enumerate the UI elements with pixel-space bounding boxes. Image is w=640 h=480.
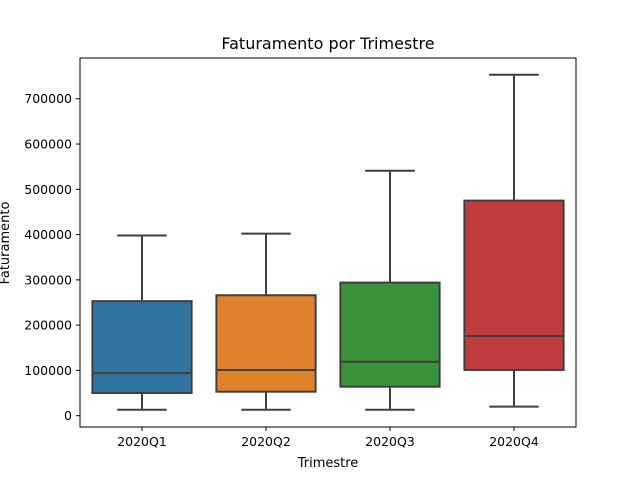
y-tick-label: 400000 — [24, 227, 72, 242]
y-axis-label: Faturamento — [0, 202, 13, 285]
y-tick-label: 200000 — [24, 318, 72, 333]
x-tick-label: 2020Q3 — [365, 434, 415, 449]
x-axis-label: Trimestre — [297, 456, 359, 471]
boxes-layer — [91, 73, 565, 411]
iqr-box — [339, 281, 441, 388]
x-axis: 2020Q1 2020Q2 2020Q3 2020Q4 — [117, 427, 539, 449]
box-group-2020Q2 — [215, 232, 317, 411]
box-group-2020Q3 — [339, 169, 441, 411]
y-tick-label: 700000 — [24, 91, 72, 106]
y-tick-label: 100000 — [24, 363, 72, 378]
x-tick-label: 2020Q4 — [489, 434, 539, 449]
x-tick-label: 2020Q1 — [117, 434, 167, 449]
iqr-box — [91, 300, 193, 395]
iqr-box — [463, 199, 565, 371]
chart-title: Faturamento por Trimestre — [221, 34, 434, 53]
x-tick-label: 2020Q2 — [241, 434, 291, 449]
plot-frame — [79, 57, 577, 428]
box-group-2020Q4 — [463, 73, 565, 408]
y-tick-label: 500000 — [24, 182, 72, 197]
box-group-2020Q1 — [91, 234, 193, 411]
iqr-box — [215, 294, 317, 393]
y-axis: 0 100000 200000 300000 400000 500000 600000 700… — [24, 91, 80, 423]
y-tick-label: 300000 — [24, 272, 72, 287]
y-tick-label: 0 — [64, 408, 72, 423]
y-tick-label: 600000 — [24, 137, 72, 152]
